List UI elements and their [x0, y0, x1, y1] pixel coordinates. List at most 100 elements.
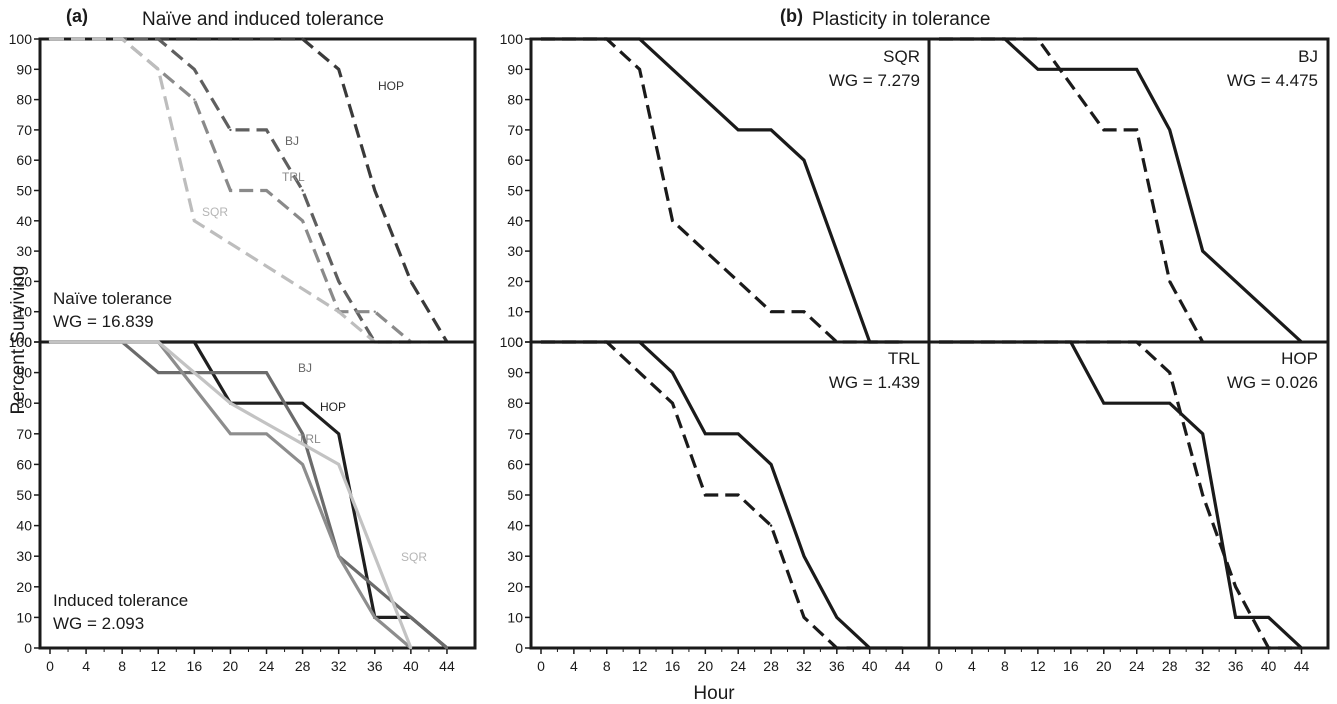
data-point [193, 219, 196, 222]
y-tick-label: 100 [9, 334, 33, 350]
series-line-hop [50, 340, 449, 650]
data-point [1201, 493, 1204, 497]
data-point [193, 68, 196, 71]
data-point [802, 555, 806, 558]
annotation-wg: WG = 16.839 [53, 312, 154, 331]
y-tick-label: 80 [16, 395, 32, 411]
x-tick-label: 0 [935, 658, 943, 674]
data-point [1135, 68, 1138, 71]
data-point [937, 37, 941, 41]
data-point [301, 402, 304, 405]
x-tick-label: 36 [367, 658, 383, 674]
y-tick-label: 10 [16, 304, 32, 320]
data-point [638, 68, 641, 71]
data-point [605, 37, 608, 41]
x-tick-label: 44 [895, 658, 911, 674]
y-tick-label: 80 [507, 395, 523, 411]
y-tick-label: 20 [16, 273, 32, 289]
data-point [704, 432, 707, 435]
y-tick-label: 70 [507, 122, 523, 138]
annotation-title: Induced tolerance [53, 591, 188, 610]
data-point [157, 37, 160, 41]
y-tick-label: 10 [16, 609, 32, 625]
data-point [229, 432, 232, 435]
series-line-hop [50, 37, 449, 343]
y-tick-label: 90 [507, 61, 523, 77]
y-tick-label: 0 [24, 640, 32, 656]
data-point [301, 432, 304, 435]
y-tick-label: 20 [507, 579, 523, 595]
x-tick-label: 4 [968, 658, 976, 674]
panel-b-title: Plasticity in tolerance [812, 9, 990, 30]
y-tick-label: 10 [507, 609, 523, 625]
data-point [337, 463, 340, 466]
y-tick-label: 40 [16, 213, 32, 229]
y-tick-label: 50 [16, 487, 32, 503]
data-point [193, 98, 196, 101]
x-tick-label: 36 [829, 658, 845, 674]
data-point [301, 463, 304, 466]
data-point [769, 463, 773, 466]
data-point [1234, 585, 1237, 588]
data-point [265, 371, 268, 374]
data-point [337, 280, 340, 283]
y-tick-label: 40 [507, 213, 523, 229]
data-point [638, 340, 641, 344]
x-tick-label: 28 [763, 658, 779, 674]
data-point [373, 616, 376, 619]
y-tick-label: 80 [507, 92, 523, 108]
data-point [157, 340, 160, 344]
y-tick-label: 60 [16, 456, 32, 472]
data-point [737, 493, 740, 497]
y-tick-label: 30 [16, 548, 32, 564]
series-label-trl: TRL [298, 432, 321, 446]
y-axis-label: Percent Surviving [8, 266, 29, 415]
data-point [229, 128, 232, 132]
y-tick-label: 50 [16, 183, 32, 199]
x-tick-label: 24 [259, 658, 275, 674]
data-point [1300, 646, 1303, 650]
data-point [193, 340, 196, 344]
data-point [1036, 37, 1040, 41]
data-point [671, 402, 674, 405]
x-tick-label: 32 [1195, 658, 1211, 674]
data-point [802, 616, 806, 619]
data-point [48, 340, 52, 344]
y-tick-label: 20 [16, 579, 32, 595]
annotation-title: BJ [1298, 47, 1318, 66]
series-label-trl: TRL [282, 170, 305, 184]
data-point [802, 159, 806, 162]
panel-plasticity-hop: 0 4 8 12 16 20 24 28 32 36 40 44 HOP WG = 0.026 [927, 340, 1330, 674]
data-point [445, 646, 449, 650]
panel-naive-tolerance: 0 10 20 30 40 50 60 70 80 90 100 HOP BJ TRL SQR Naïve t… [9, 31, 477, 350]
y-tick-label: 0 [24, 334, 32, 350]
data-point [671, 219, 674, 222]
data-point [868, 646, 871, 650]
annotation-title: TRL [888, 349, 920, 368]
series-label-bj: BJ [298, 361, 312, 375]
y-tick-label: 70 [507, 426, 523, 442]
x-tick-label: 40 [862, 658, 878, 674]
y-tick-label: 80 [16, 92, 32, 108]
data-point [337, 555, 340, 558]
data-point [937, 340, 941, 344]
annotation-wg: WG = 4.475 [1227, 71, 1318, 90]
data-point [1267, 616, 1270, 619]
y-tick-label: 40 [16, 518, 32, 534]
panel-a-tag: (a) [66, 6, 88, 26]
y-tick-label: 100 [500, 334, 524, 350]
series-line-sqr [50, 37, 447, 344]
data-point [1201, 249, 1204, 253]
data-point [802, 310, 806, 313]
data-point [1168, 371, 1171, 374]
data-point [120, 37, 124, 41]
series-line-solid [939, 340, 1303, 650]
data-point [337, 310, 340, 313]
y-tick-label: 100 [9, 31, 33, 47]
data-point [1168, 128, 1171, 132]
data-point [605, 340, 608, 344]
data-point [409, 646, 413, 650]
panel-b-tag: (b) [780, 6, 803, 26]
